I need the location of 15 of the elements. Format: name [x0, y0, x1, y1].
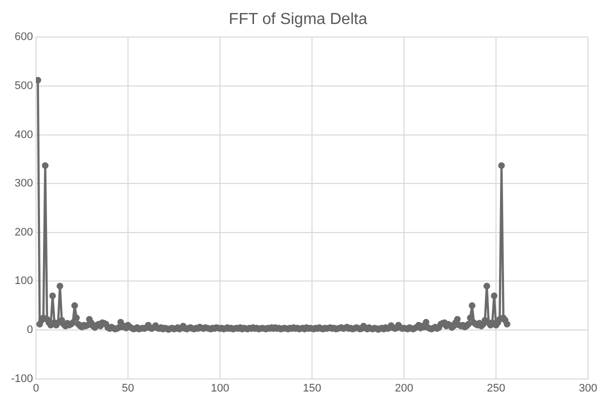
y-tick-label: 500	[14, 80, 34, 92]
x-tick-label: 250	[486, 382, 506, 394]
y-tick-label: -100	[10, 372, 34, 385]
x-tick-label: 100	[210, 382, 230, 394]
x-tick-label: 150	[302, 382, 322, 394]
y-tick-label: 0	[26, 324, 34, 336]
x-tick-label: 300	[578, 382, 598, 394]
y-tick-label: 100	[14, 275, 34, 288]
y-tick-label: 300	[14, 178, 34, 190]
y-tick-label: 400	[14, 128, 34, 141]
chart-title: FFT of Sigma Delta	[228, 11, 368, 28]
x-tick-label: 200	[394, 382, 414, 394]
x-tick-label: 50	[122, 382, 134, 394]
y-tick-label: 200	[14, 226, 34, 238]
y-tick-label: 600	[14, 31, 34, 44]
